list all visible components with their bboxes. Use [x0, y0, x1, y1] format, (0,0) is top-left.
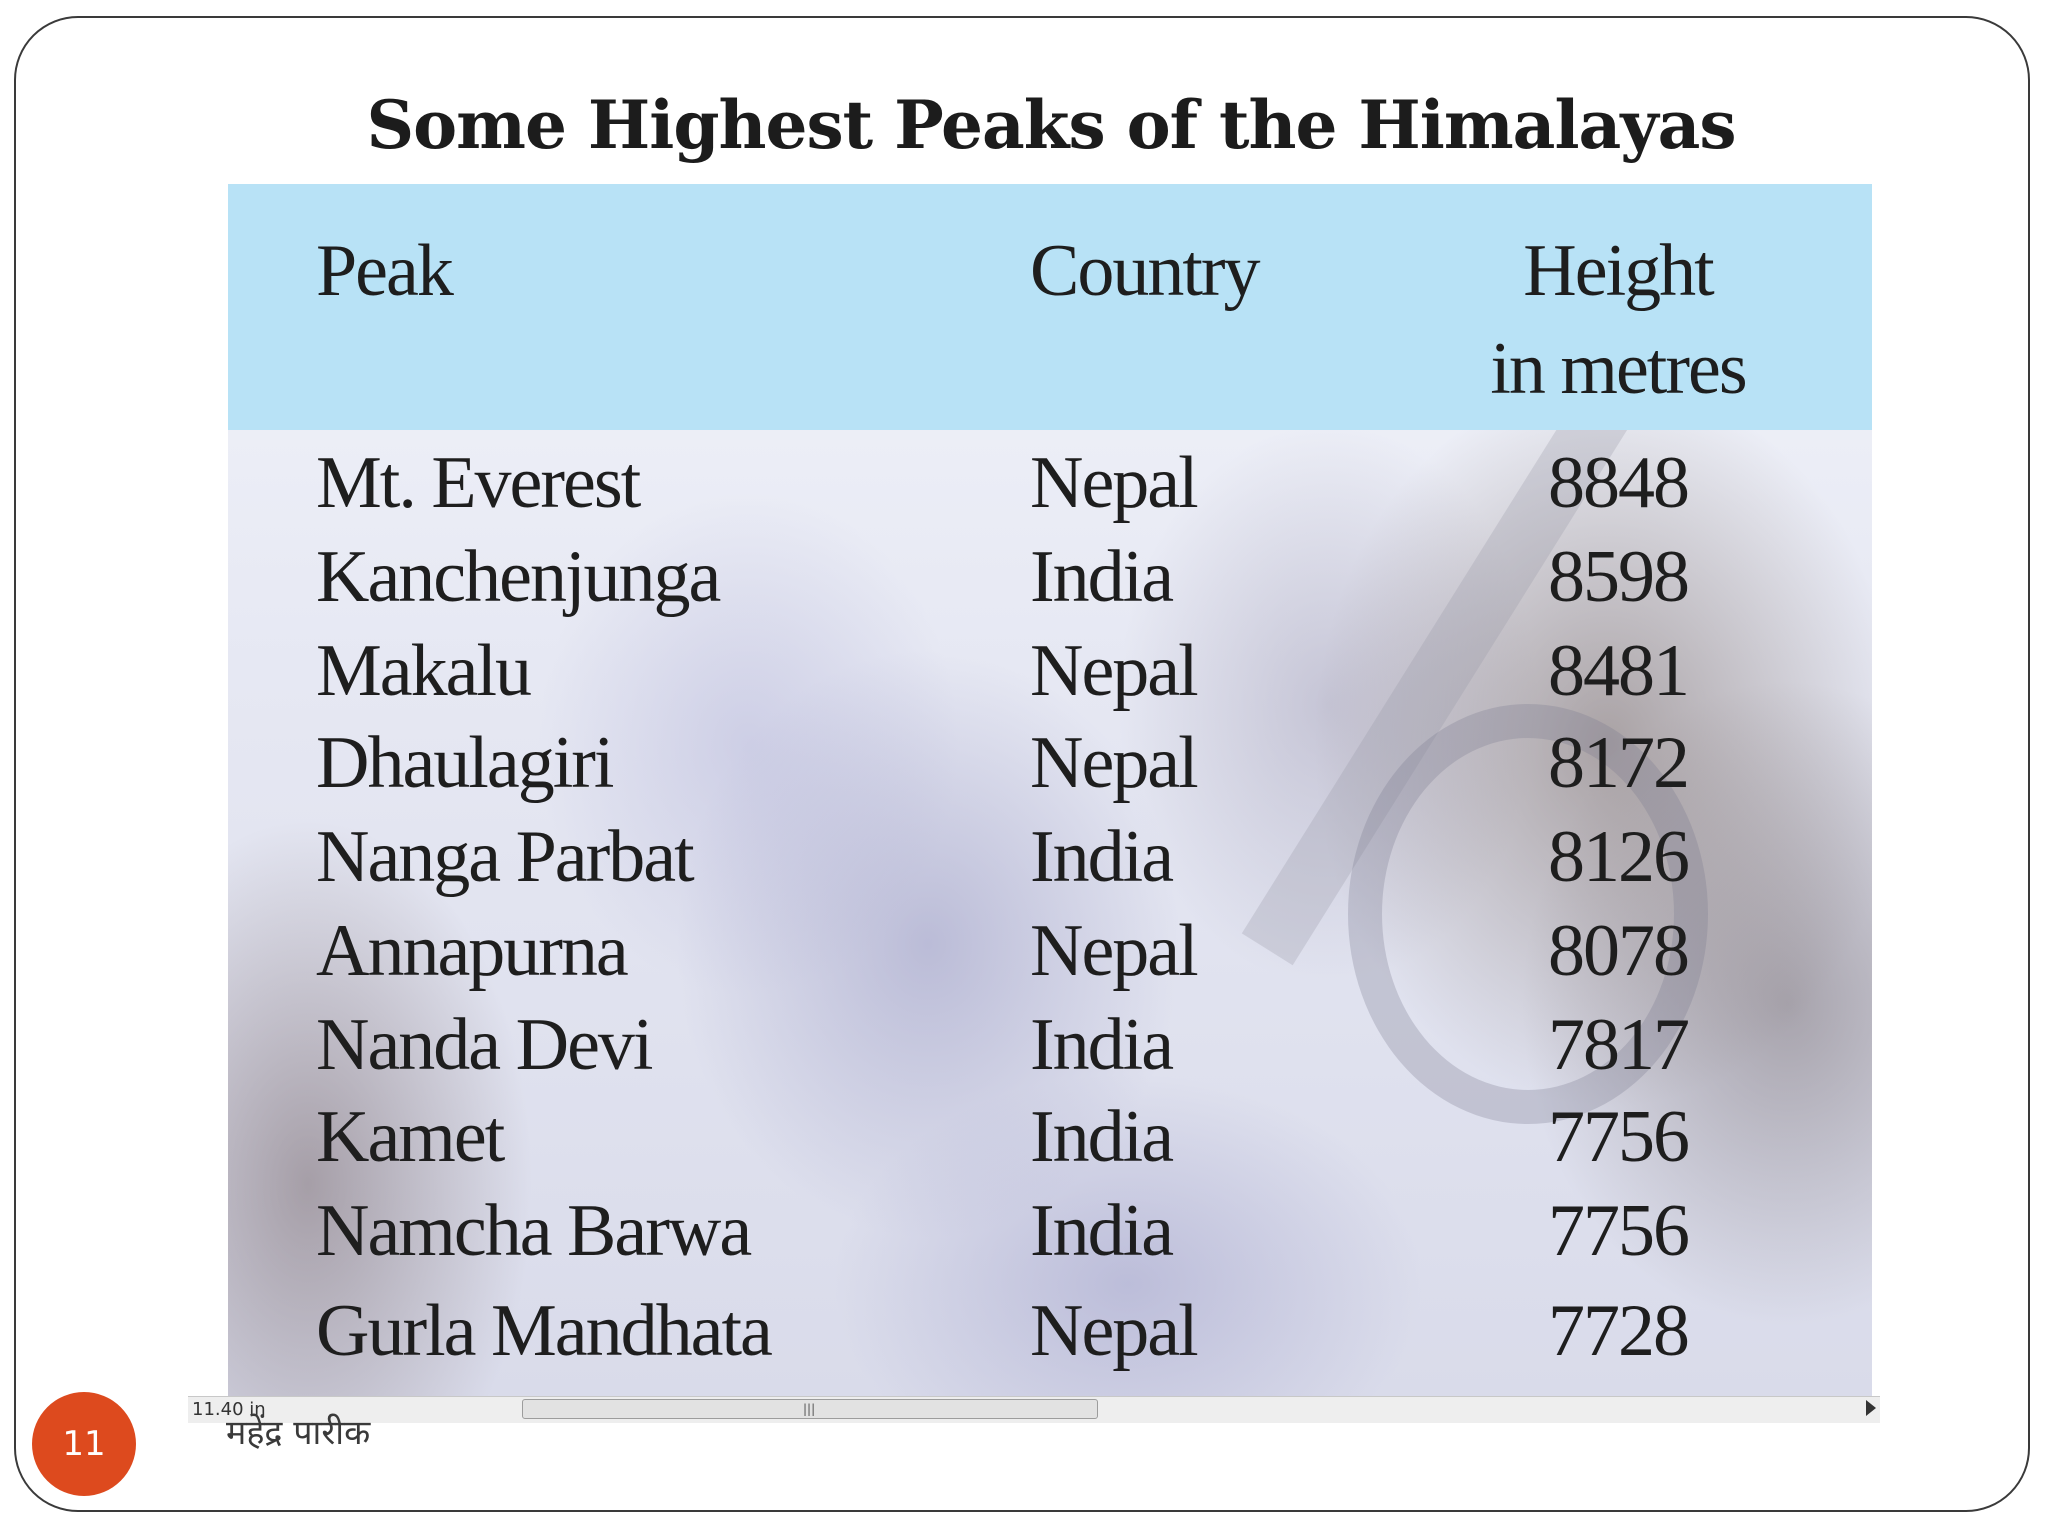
scroll-right-arrow-icon[interactable]	[1866, 1400, 1876, 1416]
cell-country: Nepal	[1030, 910, 1199, 992]
cell-height: 8078	[1548, 910, 1690, 992]
cell-height: 7756	[1548, 1190, 1690, 1272]
cell-country: India	[1030, 1004, 1174, 1086]
cell-peak: Annapurna	[316, 910, 629, 992]
cell-peak: Kanchenjunga	[316, 536, 721, 618]
footer-author: महेंद्र पारीक	[226, 1413, 371, 1453]
cell-peak: Nanda Devi	[316, 1004, 653, 1086]
cell-height: 8598	[1548, 536, 1690, 618]
cell-country: Nepal	[1030, 630, 1199, 712]
cell-height: 8172	[1548, 722, 1690, 804]
cell-country: India	[1030, 816, 1174, 898]
scrollbar-size-text: 11.40 in	[192, 1399, 266, 1420]
cell-height: 8126	[1548, 816, 1690, 898]
cell-height: 7728	[1548, 1290, 1690, 1372]
cell-peak: Mt. Everest	[316, 442, 641, 524]
cell-peak: Makalu	[316, 630, 532, 712]
cell-country: Nepal	[1030, 442, 1199, 524]
cell-height: 8481	[1548, 630, 1690, 712]
cell-country: India	[1030, 1096, 1174, 1178]
cell-peak: Kamet	[316, 1096, 505, 1178]
horizontal-scrollbar[interactable]: 11.40 in |||	[188, 1396, 1880, 1423]
cell-height: 7756	[1548, 1096, 1690, 1178]
cell-peak: Dhaulagiri	[316, 722, 614, 804]
cell-peak: Gurla Mandhata	[316, 1290, 773, 1372]
cell-peak: Namcha Barwa	[316, 1190, 752, 1272]
header-height: Height	[1523, 230, 1714, 312]
peaks-table-image: Peak Country Height in metres Mt. Everes…	[228, 184, 1872, 1396]
cell-country: India	[1030, 1190, 1174, 1272]
table-header-band: Peak Country Height in metres	[228, 184, 1872, 430]
slide-title: Some Highest Peaks of the Himalayas	[366, 86, 1736, 164]
cell-height: 7817	[1548, 1004, 1690, 1086]
page-number-badge: 11	[32, 1392, 136, 1496]
header-country: Country	[1030, 230, 1261, 312]
cell-peak: Nanga Parbat	[316, 816, 695, 898]
grip-icon: |||	[803, 1402, 816, 1416]
cell-height: 8848	[1548, 442, 1690, 524]
header-peak: Peak	[316, 230, 454, 312]
cell-country: India	[1030, 536, 1174, 618]
header-height-unit: in metres	[1490, 328, 1747, 410]
scrollbar-thumb[interactable]: |||	[522, 1399, 1098, 1419]
cell-country: Nepal	[1030, 722, 1199, 804]
cell-country: Nepal	[1030, 1290, 1199, 1372]
